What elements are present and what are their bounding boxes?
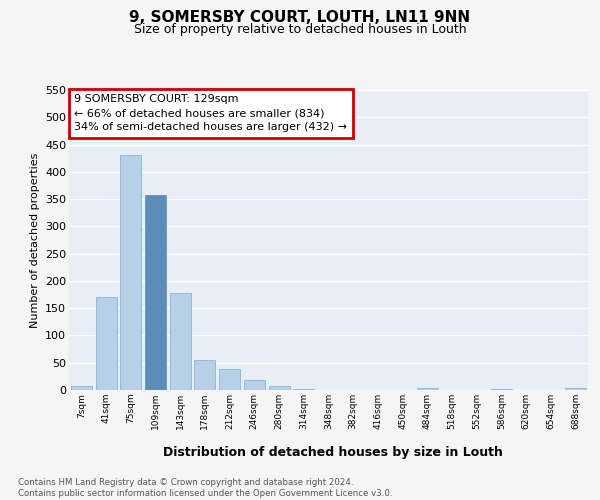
Bar: [170, 293, 191, 390]
Bar: [417, 388, 438, 390]
Bar: [71, 386, 92, 390]
Text: Contains HM Land Registry data © Crown copyright and database right 2024.
Contai: Contains HM Land Registry data © Crown c…: [18, 478, 392, 498]
Text: Distribution of detached houses by size in Louth: Distribution of detached houses by size …: [163, 446, 503, 459]
Y-axis label: Number of detached properties: Number of detached properties: [29, 152, 40, 328]
Bar: [219, 370, 240, 390]
Text: 9, SOMERSBY COURT, LOUTH, LN11 9NN: 9, SOMERSBY COURT, LOUTH, LN11 9NN: [130, 10, 470, 25]
Bar: [269, 386, 290, 390]
Text: 9 SOMERSBY COURT: 129sqm
← 66% of detached houses are smaller (834)
34% of semi-: 9 SOMERSBY COURT: 129sqm ← 66% of detach…: [74, 94, 347, 132]
Bar: [95, 298, 116, 390]
Text: Size of property relative to detached houses in Louth: Size of property relative to detached ho…: [134, 22, 466, 36]
Bar: [565, 388, 586, 390]
Bar: [120, 156, 141, 390]
Bar: [194, 360, 215, 390]
Bar: [491, 389, 512, 390]
Bar: [244, 380, 265, 390]
Bar: [145, 196, 166, 390]
Bar: [293, 389, 314, 390]
